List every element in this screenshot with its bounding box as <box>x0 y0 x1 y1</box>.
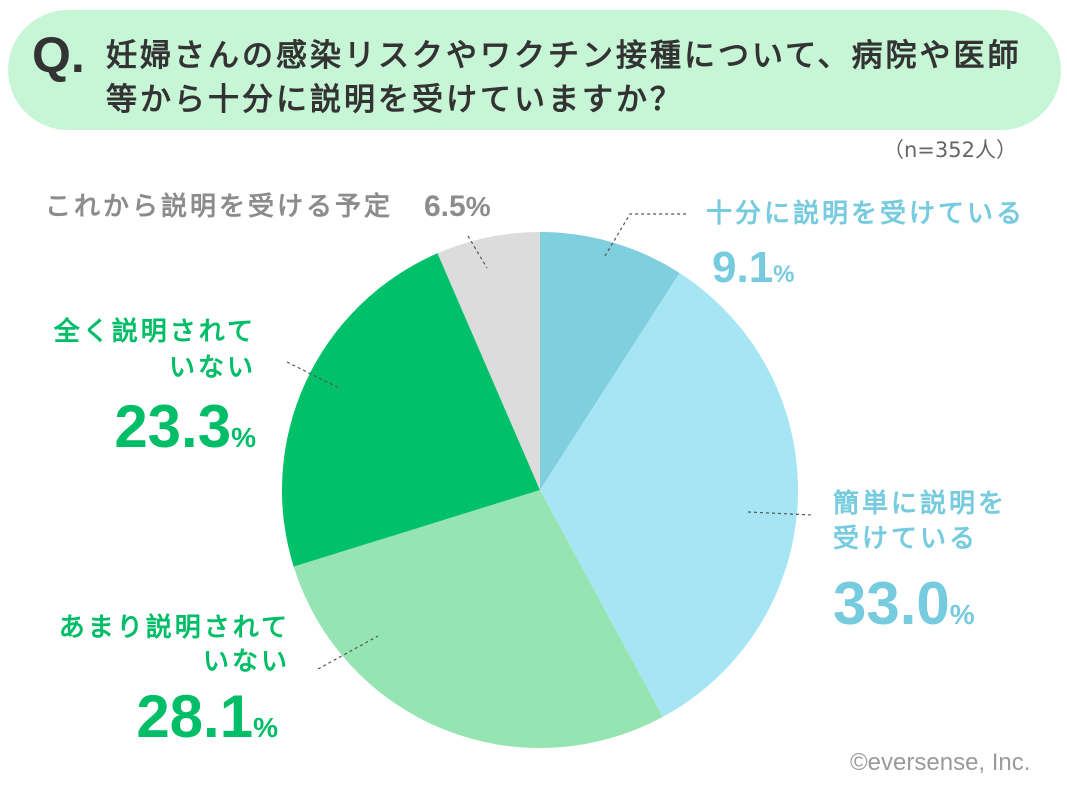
percent-unit: % <box>949 599 975 630</box>
pie-slice-will-be-explained <box>437 232 540 490</box>
label-line: いない <box>168 353 256 383</box>
label-line: これから説明を受ける予定 <box>45 192 394 222</box>
label-barely-explained: あまり説明されて いない <box>0 611 290 679</box>
pie-slice-not-explained <box>281 253 540 567</box>
value-not-explained: 23.3% <box>114 397 256 457</box>
value-number: 33.0 <box>833 570 950 637</box>
percent-unit: % <box>465 191 491 222</box>
pie-slices <box>281 232 798 748</box>
copyright: ©eversense, Inc. <box>850 749 1031 776</box>
label-line: 簡単に説明を <box>833 489 1008 519</box>
percent-unit: % <box>253 712 278 743</box>
value-number: 9.1 <box>712 243 774 292</box>
value-number: 6.5 <box>424 190 466 223</box>
question-banner: Q. 妊婦さんの感染リスクやワクチン接種について、病院や医師 等から十分に説明を… <box>8 10 1061 130</box>
pie-slice-briefly-explained <box>540 273 798 717</box>
label-line: 全く説明されて <box>53 317 256 347</box>
question-text: 妊婦さんの感染リスクやワクチン接種について、病院や医師 等から十分に説明を受けて… <box>106 34 1051 122</box>
value-number: 28.1 <box>136 683 254 750</box>
label-line: 十分に説明を受けている <box>706 199 1026 229</box>
label-fully-explained: 十分に説明を受けている <box>706 197 1058 231</box>
sample-size-note: （n=352人） <box>883 138 1017 162</box>
question-prefix: Q. <box>32 27 85 83</box>
label-line: あまり説明されて <box>58 613 290 643</box>
label-will-be-explained: これから説明を受ける予定 <box>45 190 417 224</box>
value-fully-explained: 9.1% <box>712 246 795 290</box>
value-barely-explained: 28.1% <box>136 687 278 747</box>
pie-slice-fully-explained <box>540 232 680 490</box>
question-line-1: 妊婦さんの感染リスクやワクチン接種について、病院や医師 <box>106 38 1022 74</box>
question-line-2: 等から十分に説明を受けていますか？ <box>106 82 684 118</box>
label-not-explained: 全く説明されて いない <box>0 314 256 386</box>
label-briefly-explained: 簡単に説明を 受けている <box>833 487 1061 557</box>
label-line: 受けている <box>833 524 979 554</box>
percent-unit: % <box>231 422 256 453</box>
pie-slice-barely-explained <box>293 490 663 748</box>
leader-line-briefly-explained <box>747 511 813 516</box>
leader-line-not-explained <box>286 361 342 390</box>
leader-lines <box>286 213 813 670</box>
label-line: いない <box>202 647 290 677</box>
leader-line-fully-explained <box>604 213 686 257</box>
value-will-be-explained: 6.5% <box>424 188 491 226</box>
leader-line-will-be-explained <box>467 235 488 269</box>
value-briefly-explained: 33.0% <box>833 574 975 634</box>
percent-unit: % <box>773 261 795 288</box>
value-number: 23.3 <box>114 393 232 460</box>
